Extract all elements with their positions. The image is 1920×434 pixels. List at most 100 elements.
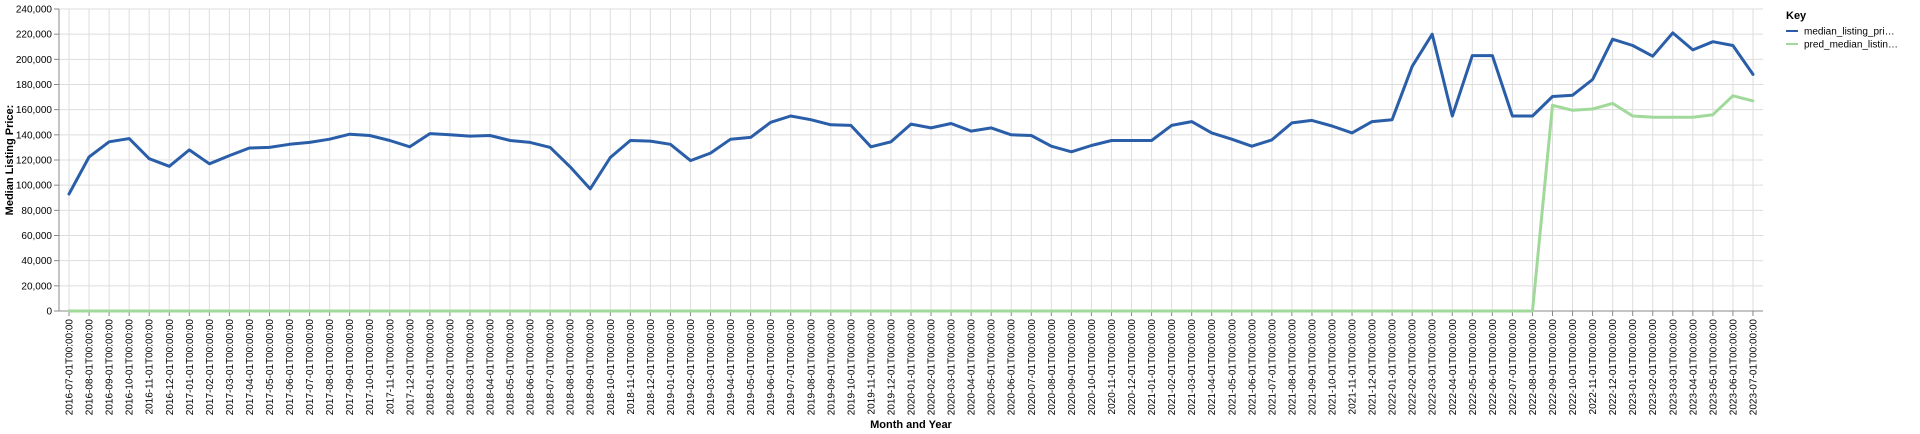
x-tick-label: 2021-01-01T00:00:00 xyxy=(1147,319,1158,416)
x-tick-label: 2016-09-01T00:00:00 xyxy=(105,319,116,416)
x-tick-label: 2022-11-01T00:00:00 xyxy=(1588,319,1599,415)
x-tick-label: 2020-02-01T00:00:00 xyxy=(927,319,938,416)
x-axis-title: Month and Year xyxy=(870,419,952,431)
x-tick-label: 2023-01-01T00:00:00 xyxy=(1628,319,1639,416)
x-tick-label: 2020-09-01T00:00:00 xyxy=(1067,319,1078,416)
y-tick-label: 140,000 xyxy=(16,130,53,141)
x-tick-label: 2019-03-01T00:00:00 xyxy=(706,319,717,416)
x-tick-label: 2019-04-01T00:00:00 xyxy=(726,319,737,416)
x-tick-label: 2022-04-01T00:00:00 xyxy=(1448,319,1459,416)
x-tick-label: 2017-03-01T00:00:00 xyxy=(225,319,236,416)
x-tick-label: 2017-07-01T00:00:00 xyxy=(305,319,316,416)
x-tick-label: 2017-02-01T00:00:00 xyxy=(205,319,216,416)
x-tick-label: 2019-02-01T00:00:00 xyxy=(686,319,697,416)
x-tick-label: 2022-06-01T00:00:00 xyxy=(1488,319,1499,416)
x-tick-label: 2023-07-01T00:00:00 xyxy=(1748,319,1759,416)
x-tick-label: 2019-10-01T00:00:00 xyxy=(846,319,857,416)
series-line-median-listing-price xyxy=(67,31,1755,196)
y-axis: 0 20,000 40,000 60,000 80,000 100,000 120,000 1… xyxy=(16,5,60,318)
x-tick-label: 2019-07-01T00:00:00 xyxy=(786,319,797,416)
x-tick-label: 2023-04-01T00:00:00 xyxy=(1688,319,1699,416)
y-tick-label: 180,000 xyxy=(16,80,53,91)
x-tick-label: 2018-09-01T00:00:00 xyxy=(586,319,597,416)
x-tick-label: 2019-11-01T00:00:00 xyxy=(866,319,877,415)
x-axis: 2016-07-01T00:00:00 2016-08-01T00:00:00 20… xyxy=(59,310,1763,416)
x-tick-label: 2021-03-01T00:00:00 xyxy=(1187,319,1198,416)
x-tick-label: 2020-05-01T00:00:00 xyxy=(987,319,998,416)
x-tick-label: 2017-09-01T00:00:00 xyxy=(345,319,356,416)
y-axis-title: Median Listing Price: xyxy=(4,105,16,216)
legend-label-pred-median-listing-price: pred_median_listin… xyxy=(1804,40,1898,51)
x-tick-label: 2019-08-01T00:00:00 xyxy=(806,319,817,416)
x-tick-label: 2017-08-01T00:00:00 xyxy=(325,319,336,416)
x-tick-label: 2023-02-01T00:00:00 xyxy=(1648,319,1659,416)
x-tick-label: 2021-10-01T00:00:00 xyxy=(1327,319,1338,416)
y-tick-label: 0 xyxy=(46,307,52,318)
x-tick-label: 2019-01-01T00:00:00 xyxy=(666,319,677,416)
x-tick-label: 2020-04-01T00:00:00 xyxy=(967,319,978,416)
x-tick-label: 2021-11-01T00:00:00 xyxy=(1348,319,1359,415)
x-tick-label: 2020-08-01T00:00:00 xyxy=(1047,319,1058,416)
series-line-pred-median-listing-price xyxy=(67,94,1755,313)
y-tick-label: 100,000 xyxy=(16,181,53,192)
x-tick-label: 2018-01-01T00:00:00 xyxy=(425,319,436,416)
x-tick-label: 2017-10-01T00:00:00 xyxy=(365,319,376,416)
x-tick-label: 2019-06-01T00:00:00 xyxy=(766,319,777,416)
legend: Key median_listing_pri… pred_median_listi… xyxy=(1786,10,1898,51)
x-tick-label: 2021-06-01T00:00:00 xyxy=(1247,319,1258,416)
x-tick-label: 2016-07-01T00:00:00 xyxy=(65,319,76,416)
x-tick-label: 2018-10-01T00:00:00 xyxy=(606,319,617,416)
y-tick-label: 60,000 xyxy=(21,231,52,242)
x-tick-label: 2021-05-01T00:00:00 xyxy=(1227,319,1238,416)
y-tick-label: 20,000 xyxy=(21,281,52,292)
x-tick-label: 2019-05-01T00:00:00 xyxy=(746,319,757,416)
x-tick-label: 2020-01-01T00:00:00 xyxy=(907,319,918,416)
x-tick-label: 2017-12-01T00:00:00 xyxy=(405,319,416,416)
x-tick-label: 2017-06-01T00:00:00 xyxy=(285,319,296,416)
x-tick-label: 2023-06-01T00:00:00 xyxy=(1728,319,1739,416)
x-tick-label: 2022-01-01T00:00:00 xyxy=(1388,319,1399,416)
x-tick-label: 2020-03-01T00:00:00 xyxy=(947,319,958,416)
y-tick-label: 160,000 xyxy=(16,105,53,116)
x-tick-label: 2020-12-01T00:00:00 xyxy=(1127,319,1138,416)
x-tick-label: 2016-12-01T00:00:00 xyxy=(165,319,176,416)
y-tick-label: 220,000 xyxy=(16,30,53,41)
x-tick-label: 2018-07-01T00:00:00 xyxy=(546,319,557,416)
y-tick-label: 40,000 xyxy=(21,256,52,267)
x-tick-label: 2017-01-01T00:00:00 xyxy=(185,319,196,416)
x-tick-label: 2016-08-01T00:00:00 xyxy=(85,319,96,416)
x-tick-label: 2021-08-01T00:00:00 xyxy=(1287,319,1298,416)
x-tick-label: 2021-04-01T00:00:00 xyxy=(1207,319,1218,416)
x-tick-label: 2020-11-01T00:00:00 xyxy=(1107,319,1118,415)
legend-label-median-listing-price: median_listing_pri… xyxy=(1804,27,1895,38)
x-tick-label: 2016-10-01T00:00:00 xyxy=(125,319,136,416)
y-tick-label: 240,000 xyxy=(16,5,53,16)
x-tick-label: 2022-02-01T00:00:00 xyxy=(1408,319,1419,416)
x-tick-label: 2017-05-01T00:00:00 xyxy=(265,319,276,416)
x-tick-label: 2018-08-01T00:00:00 xyxy=(566,319,577,416)
x-tick-label: 2018-12-01T00:00:00 xyxy=(646,319,657,416)
x-tick-label: 2019-12-01T00:00:00 xyxy=(886,319,897,416)
x-tick-label: 2017-04-01T00:00:00 xyxy=(245,319,256,416)
x-tick-label: 2022-12-01T00:00:00 xyxy=(1608,319,1619,416)
x-tick-label: 2018-04-01T00:00:00 xyxy=(486,319,497,416)
x-tick-label: 2018-06-01T00:00:00 xyxy=(526,319,537,416)
x-tick-label: 2022-10-01T00:00:00 xyxy=(1568,319,1579,416)
x-tick-label: 2020-06-01T00:00:00 xyxy=(1007,319,1018,416)
x-tick-label: 2022-07-01T00:00:00 xyxy=(1508,319,1519,416)
series-layer xyxy=(67,31,1755,313)
y-tick-label: 120,000 xyxy=(16,156,53,167)
x-tick-label: 2018-02-01T00:00:00 xyxy=(445,319,456,416)
x-tick-label: 2019-09-01T00:00:00 xyxy=(826,319,837,416)
x-tick-label: 2020-10-01T00:00:00 xyxy=(1087,319,1098,416)
grid-lines xyxy=(59,8,1763,312)
x-tick-label: 2018-05-01T00:00:00 xyxy=(506,319,517,416)
x-tick-label: 2021-07-01T00:00:00 xyxy=(1267,319,1278,416)
x-tick-label: 2022-09-01T00:00:00 xyxy=(1548,319,1559,416)
x-tick-label: 2021-02-01T00:00:00 xyxy=(1167,319,1178,416)
legend-title: Key xyxy=(1786,10,1807,22)
x-tick-label: 2021-09-01T00:00:00 xyxy=(1307,319,1318,416)
x-tick-label: 2020-07-01T00:00:00 xyxy=(1027,319,1038,416)
x-tick-label: 2017-11-01T00:00:00 xyxy=(385,319,396,415)
